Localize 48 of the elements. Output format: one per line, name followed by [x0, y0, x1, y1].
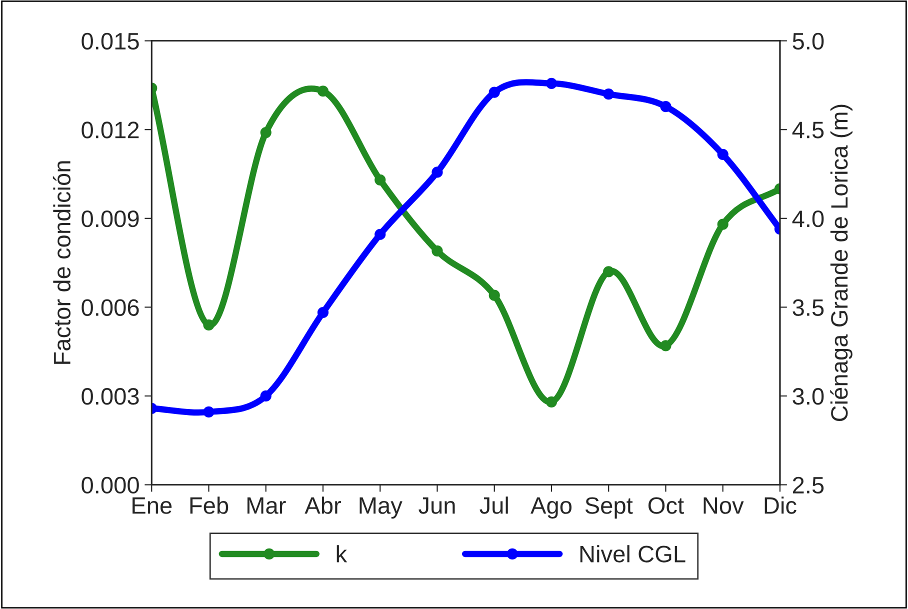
point — [432, 245, 443, 256]
y2-tick-label: 2.5 — [792, 476, 824, 494]
point — [374, 174, 386, 186]
y-tick-label: 0.009 — [82, 210, 139, 228]
x-tick-label: Oct — [648, 497, 684, 514]
y-tick-label: 0.006 — [82, 299, 139, 316]
x-tick-label: Sept — [585, 497, 633, 519]
x-tick-label: Feb — [190, 496, 228, 514]
y2-axis-title: Ciénaga Grande de Lorica (m) — [830, 104, 852, 422]
point — [203, 406, 214, 418]
point — [546, 78, 558, 89]
point — [603, 88, 614, 100]
x-tick-label: Abr — [304, 496, 341, 514]
x-tick-label: Ene — [132, 497, 172, 514]
y2-tick-label: 4.0 — [792, 210, 824, 228]
point — [203, 319, 214, 330]
point — [717, 148, 728, 160]
y2-tick-label: 4.5 — [792, 122, 824, 138]
y-tick-label: 0.015 — [82, 32, 139, 50]
y-tick-label: 0.003 — [82, 388, 139, 405]
x-tick-label: May — [360, 497, 402, 519]
y2-tick-label: 3.0 — [792, 388, 824, 405]
y-tick-label: 0.012 — [82, 122, 139, 138]
point — [717, 218, 728, 230]
point — [488, 290, 500, 301]
x-tick-label: Mar — [247, 497, 286, 514]
point — [603, 266, 614, 278]
point — [317, 306, 329, 318]
x-tick-label: Dic — [764, 496, 796, 514]
point — [317, 86, 329, 97]
point — [660, 340, 672, 352]
point — [260, 127, 272, 138]
point — [488, 86, 500, 98]
x-tick-label: Jun — [418, 497, 455, 514]
y-axis-title: Factor de condición — [52, 161, 71, 364]
legend-label: k — [336, 545, 348, 562]
point — [660, 100, 672, 112]
point — [546, 396, 558, 408]
x-tick-label: Ago — [530, 497, 572, 519]
x-tick-label: Jul — [480, 496, 508, 514]
point — [374, 228, 386, 240]
y2-tick-label: 5.0 — [792, 32, 824, 50]
legend-label: Nivel CGL — [580, 545, 686, 562]
y2-tick-label: 3.5 — [792, 299, 824, 316]
point — [260, 390, 272, 402]
point — [432, 166, 443, 178]
x-tick-label: Nov — [704, 497, 744, 514]
y-tick-label: 0.000 — [82, 476, 139, 494]
